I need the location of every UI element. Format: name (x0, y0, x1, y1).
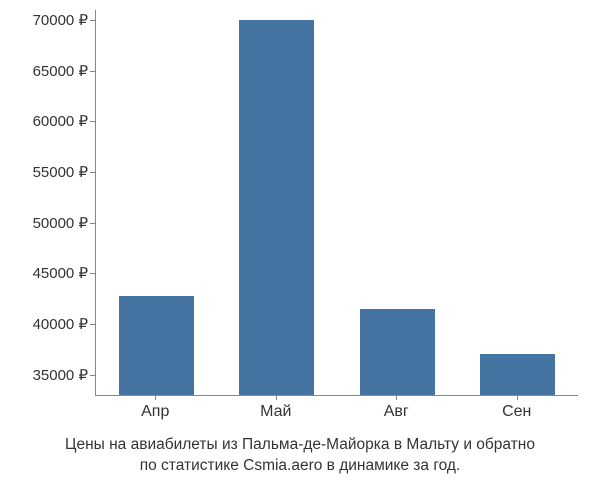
bar (239, 20, 314, 395)
x-tick-label: Сен (502, 403, 531, 421)
y-tick-mark (90, 71, 95, 72)
y-tick-label: 40000 ₽ (8, 315, 88, 333)
y-tick-mark (90, 324, 95, 325)
bar (360, 309, 435, 395)
y-tick-mark (90, 172, 95, 173)
bar (480, 354, 555, 395)
y-tick-mark (90, 223, 95, 224)
x-tick-mark (155, 395, 156, 400)
y-tick-label: 55000 ₽ (8, 163, 88, 181)
x-tick-mark (517, 395, 518, 400)
bar (119, 296, 194, 395)
y-tick-label: 60000 ₽ (8, 112, 88, 130)
y-tick-label: 35000 ₽ (8, 366, 88, 384)
caption-line-1: Цены на авиабилеты из Пальма-де-Майорка … (65, 436, 535, 453)
x-tick-label: Авг (384, 403, 409, 421)
y-tick-label: 45000 ₽ (8, 264, 88, 282)
plot-area (95, 10, 578, 396)
chart-caption: Цены на авиабилеты из Пальма-де-Майорка … (0, 435, 600, 477)
x-tick-label: Май (260, 403, 291, 421)
y-tick-label: 50000 ₽ (8, 214, 88, 232)
price-chart: 35000 ₽ 40000 ₽ 45000 ₽ 50000 ₽ 55000 ₽ 60000… (0, 0, 600, 500)
y-tick-mark (90, 375, 95, 376)
x-tick-mark (396, 395, 397, 400)
y-tick-label: 65000 ₽ (8, 62, 88, 80)
y-tick-mark (90, 121, 95, 122)
y-tick-mark (90, 273, 95, 274)
x-tick-label: Апр (141, 403, 169, 421)
x-tick-mark (276, 395, 277, 400)
y-tick-label: 70000 ₽ (8, 11, 88, 29)
y-tick-mark (90, 20, 95, 21)
caption-line-2: по статистике Csmia.aero в динамике за г… (140, 457, 461, 474)
